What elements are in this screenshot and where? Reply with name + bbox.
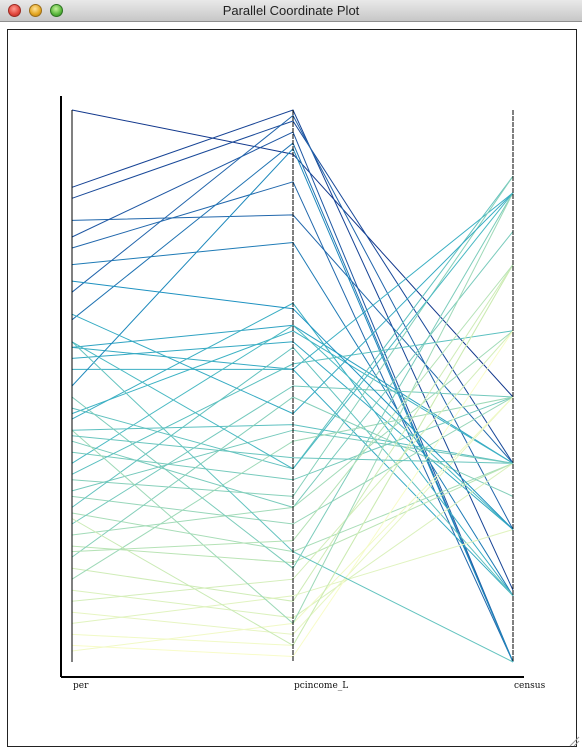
zoom-window-button[interactable] <box>50 4 63 17</box>
axis-labels: per pcincome_L census <box>73 681 546 691</box>
parallel-coordinate-chart: per pcincome_L census <box>60 96 546 691</box>
data-line <box>71 435 514 464</box>
data-line <box>71 264 514 602</box>
title-bar[interactable]: Parallel Coordinate Plot <box>0 0 582 22</box>
data-line <box>71 181 514 663</box>
resize-grip-icon[interactable] <box>568 735 580 747</box>
axis-label: census <box>514 681 546 691</box>
axis-label: per <box>73 681 89 691</box>
axis-label: pcincome_L <box>294 681 348 691</box>
close-window-button[interactable] <box>8 4 21 17</box>
minimize-window-button[interactable] <box>29 4 42 17</box>
data-line <box>71 529 514 624</box>
chart-axes <box>60 96 524 678</box>
plot-content-area: per pcincome_L census <box>0 22 582 749</box>
window-title: Parallel Coordinate Plot <box>222 3 360 18</box>
plot-frame <box>7 29 577 747</box>
